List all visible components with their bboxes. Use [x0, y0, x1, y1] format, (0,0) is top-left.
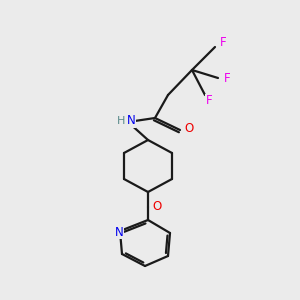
Text: O: O	[184, 122, 194, 136]
Text: H: H	[117, 116, 125, 126]
Text: N: N	[127, 115, 135, 128]
Text: F: F	[224, 71, 230, 85]
Text: N: N	[115, 226, 123, 238]
Text: O: O	[152, 200, 162, 214]
Text: F: F	[206, 94, 212, 107]
Text: F: F	[220, 35, 226, 49]
